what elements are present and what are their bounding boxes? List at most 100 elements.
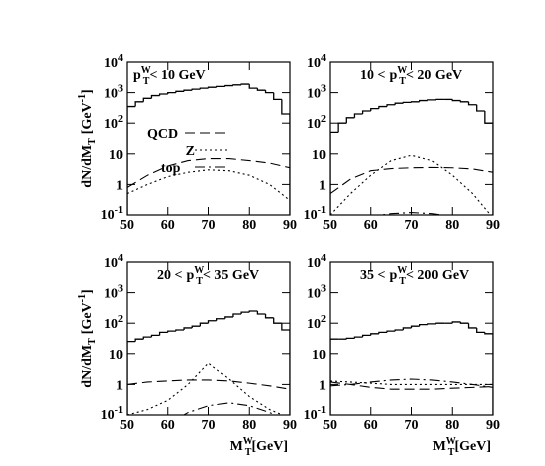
histogram-bin (248, 84, 258, 89)
histogram-bin (142, 97, 152, 102)
histogram-bin (183, 327, 193, 330)
x-tick-label: 50 (323, 218, 337, 233)
y-tick-label-part: 10 (104, 287, 118, 302)
x-tick-label: 90 (486, 218, 500, 233)
plot-frame (329, 61, 494, 216)
histogram-bin (134, 338, 144, 342)
y-tick-label: 104 (104, 53, 123, 71)
y-axis-label-part: dN/dM (80, 145, 95, 188)
x-tick-label: 60 (364, 218, 378, 233)
histogram-bin (256, 88, 266, 91)
histogram-bin (264, 313, 274, 319)
x-tick-label: 80 (445, 418, 459, 433)
y-tick-label: 103 (307, 84, 326, 102)
histogram-bin (167, 91, 176, 95)
histogram-bin (216, 318, 225, 321)
histogram-bin (435, 322, 445, 324)
annotation: 35 < pW T< 200 GeV (360, 265, 469, 287)
histogram-bin (158, 331, 168, 336)
histogram-bin (216, 85, 225, 88)
x-tick-label: 70 (202, 418, 216, 433)
x-axis-label-part: T (448, 447, 455, 458)
y-tick-label-part: 3 (118, 284, 123, 295)
annotation: 20 < pW T< 35 GeV (157, 265, 259, 287)
histogram-bin (158, 93, 168, 96)
curve (377, 212, 446, 215)
annotation: pW T< 10 GeV (133, 65, 206, 87)
histogram-bin (256, 311, 266, 315)
annotation-part: T (399, 276, 406, 287)
x-tick-label: 90 (283, 418, 297, 433)
histogram-bin (361, 110, 371, 114)
y-axis-label-part: ] (80, 289, 95, 294)
histogram-bin (167, 330, 176, 333)
histogram-bin (419, 99, 428, 102)
histogram-bin (394, 102, 404, 105)
annotation-part: p (389, 268, 397, 283)
x-axis-label-part: [GeV] (251, 439, 288, 454)
y-tick-label: 102 (307, 114, 326, 132)
plot-frame (126, 261, 291, 416)
y-axis-label-part: dN/dM (80, 345, 95, 388)
y-tick-label-part: 4 (118, 253, 123, 264)
y-tick-label-part: 2 (321, 314, 326, 325)
x-tick-label: 80 (242, 418, 256, 433)
y-tick-label-part: -1 (318, 205, 326, 216)
y-tick-label-part: 2 (321, 114, 326, 125)
x-tick-label: 50 (323, 418, 337, 433)
plot (330, 98, 493, 215)
curve (182, 402, 277, 415)
histogram-bin (386, 104, 396, 107)
x-axis-label-part: T (245, 447, 252, 458)
x-tick-label: 50 (120, 418, 134, 433)
histogram-bin (451, 99, 461, 102)
histogram-bin (224, 84, 233, 87)
histogram-bin (361, 334, 371, 338)
x-tick-label: 90 (283, 218, 297, 233)
y-tick-label: 103 (104, 284, 123, 302)
x-axis-label-part: M (230, 439, 243, 454)
curve (330, 378, 493, 388)
histogram-bin (232, 84, 242, 86)
annotation-part: W (194, 265, 204, 276)
histogram-bin (281, 99, 290, 215)
histogram-bin (484, 111, 493, 215)
x-tick-label: 70 (405, 218, 419, 233)
curve (330, 381, 493, 390)
histogram-bin (232, 313, 242, 317)
y-tick-label: 1 (319, 378, 326, 393)
histogram-bin (402, 101, 412, 104)
x-axis-label-part: M (433, 439, 446, 454)
y-axis-label-part: [GeV (80, 102, 95, 134)
histogram-bin (484, 332, 493, 415)
histogram-bin (199, 87, 209, 90)
histogram-bin (427, 323, 436, 325)
x-axis-label: MW T[GeV] (230, 436, 288, 458)
histogram-bin (427, 99, 436, 101)
y-tick-label-part: 10 (307, 56, 321, 71)
histogram-bin (476, 327, 485, 334)
y-tick-label-part: 3 (321, 284, 326, 295)
y-tick-label-part: 10 (101, 408, 115, 423)
annotation-part: T (399, 76, 406, 87)
y-tick-label-part: 4 (321, 253, 326, 264)
y-tick-label: 1 (116, 378, 123, 393)
histogram-bin (127, 340, 136, 415)
y-tick-label: 102 (104, 314, 123, 332)
y-tick-label: 1 (319, 178, 326, 193)
y-tick-label: 102 (307, 314, 326, 332)
plot (127, 83, 290, 215)
y-tick-label-part: 10 (304, 208, 318, 223)
y-tick-label-part: 10 (104, 56, 118, 71)
histogram-bin (451, 321, 461, 324)
y-tick-label: 1 (116, 178, 123, 193)
y-axis-label-part: ] (80, 89, 95, 94)
histogram-bin (370, 333, 379, 336)
legend-label: Z (186, 144, 195, 159)
plot (127, 310, 290, 415)
y-tick-label: 104 (307, 253, 326, 271)
histogram-bin (378, 105, 388, 109)
y-tick-label-part: 10 (307, 117, 321, 132)
histogram-bin (264, 90, 274, 94)
